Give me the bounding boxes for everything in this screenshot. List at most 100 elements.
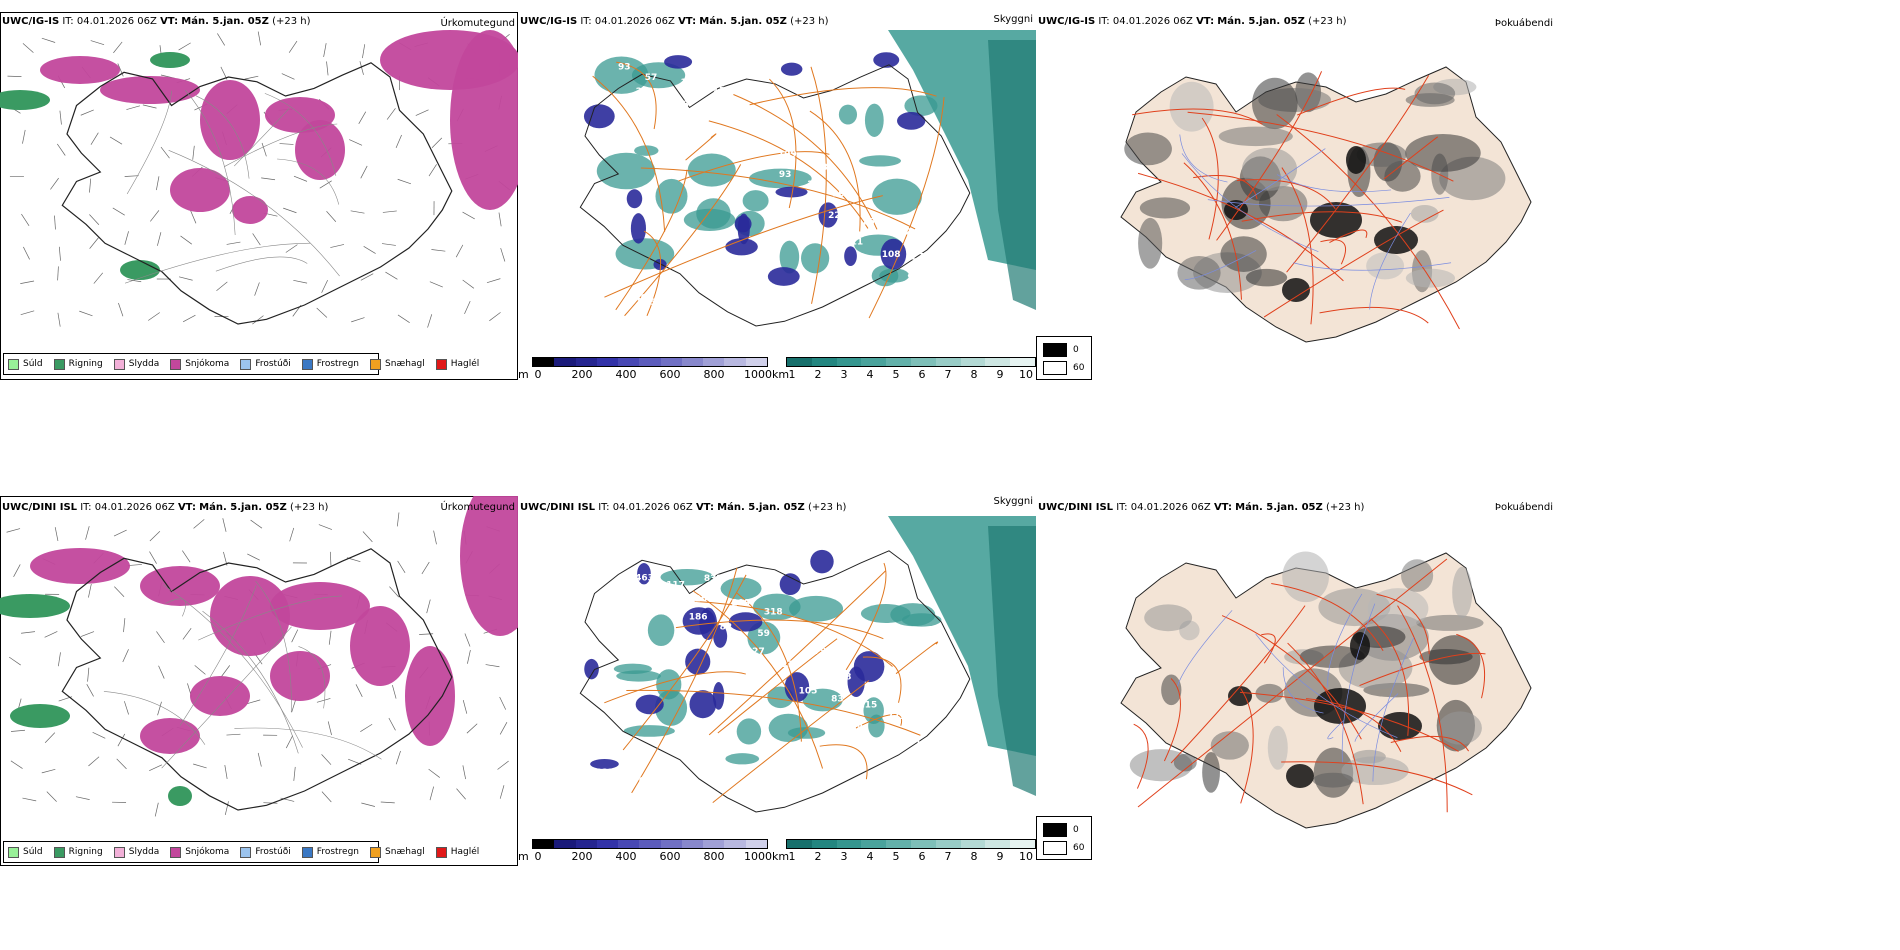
cloud-base-label: 225 (828, 211, 847, 221)
colorbar-tick: 6 (918, 368, 926, 380)
fog-shading (1144, 604, 1193, 632)
wind-barb (486, 278, 501, 283)
wind-barb (291, 698, 297, 713)
wind-barb (250, 519, 263, 529)
colorbar-bin-1 (554, 358, 576, 366)
road (1221, 615, 1362, 740)
wind-barb (123, 618, 126, 633)
legend-swatch (8, 846, 19, 858)
colorbar-bin-4 (618, 358, 640, 366)
wind-barb (428, 164, 437, 177)
road (1236, 179, 1336, 210)
wind-barb (222, 518, 227, 532)
legend-label: Frostúði (255, 847, 291, 857)
wind-barb (462, 700, 468, 714)
fog-shading (1267, 725, 1288, 770)
cloud-base-label: 226 (603, 749, 622, 759)
road (161, 626, 292, 769)
wind-barb (397, 314, 410, 323)
colorbar-unit: km (772, 368, 790, 380)
legend-label: Frostregn (316, 847, 360, 857)
coastline (61, 62, 453, 325)
wind-barb (499, 785, 505, 799)
low-visibility-area (904, 95, 938, 116)
coastline (61, 548, 453, 811)
snow-area (100, 76, 200, 104)
wind-barb (41, 37, 56, 43)
colorbar-ticks: 1 2 3 4 5 6 7 8 9 10 (786, 850, 1036, 864)
low-cloud-area (873, 52, 900, 68)
cloud-base-label: 125 (687, 128, 706, 138)
legend-label: Slydda (128, 847, 160, 857)
fog-core (1378, 712, 1422, 740)
road (1296, 87, 1406, 116)
wind-barb (462, 211, 475, 220)
wind-barb (89, 178, 92, 193)
low-visibility-area (736, 718, 762, 745)
wind-barb (247, 553, 260, 561)
fog-shading (1428, 635, 1481, 685)
fog-panel-2: UWC/DINI ISL IT: 04.01.2026 06Z VT: Mán.… (1036, 496, 1556, 866)
fog-legend-swatch-0 (1043, 823, 1067, 837)
road (1201, 117, 1219, 240)
wind-barb (58, 246, 61, 261)
fog-shading (1341, 756, 1409, 786)
snow-area (170, 168, 230, 212)
cloud-base-label: 112 (754, 146, 773, 156)
precip-legend: Súld Rigning Slydda Snjókoma Frostúði Frostre… (3, 353, 479, 375)
low-visibility-area (647, 614, 675, 647)
low-visibility-area (838, 104, 858, 125)
wind-barb (281, 73, 295, 80)
wind-barb (385, 271, 398, 280)
precip-type-panel-1: UWC/IG-IS IT: 04.01.2026 06Z VT: Mán. 5.… (0, 10, 518, 380)
cloud-base-label: 183 (670, 100, 689, 110)
wind-barb (118, 302, 124, 317)
cloud-base-label: 111 (844, 237, 863, 247)
fog-shading (1438, 711, 1482, 745)
road (819, 744, 868, 780)
wind-barb (217, 33, 226, 46)
river (1207, 197, 1450, 207)
wind-barb (116, 758, 127, 770)
colorbar-bin-8 (703, 358, 725, 366)
panel-title: Þokuábendi (1494, 18, 1553, 29)
wind-barb (289, 527, 295, 542)
wind-barb (381, 243, 396, 246)
wind-barb (263, 802, 278, 804)
panel-frame (0, 496, 518, 866)
wind-barb (431, 137, 443, 149)
colorbar-unit: m (518, 850, 529, 863)
wind-barb (261, 177, 276, 181)
fog-legend: 0 60 (1036, 336, 1092, 380)
wind-barb (124, 175, 139, 177)
colorbar-tick: 5 (892, 368, 900, 380)
snow-area (30, 548, 130, 584)
wind-barb (117, 63, 124, 77)
fog-shading (1366, 252, 1405, 280)
low-visibility-area (801, 243, 830, 274)
low-visibility-area (864, 103, 884, 137)
colorbar-bin-4 (618, 840, 640, 848)
legend-swatch (8, 358, 19, 370)
fog-legend-swatch-60 (1043, 361, 1067, 375)
visibility-map-1: 200 24 125 119 172 111 93 93 183 81 93 225 108 67 57 65… (579, 30, 1036, 327)
wind-barb (156, 631, 165, 644)
wind-barb (392, 684, 397, 699)
legend-swatch (435, 358, 447, 370)
wind-barb (226, 733, 241, 736)
rain-area (0, 90, 50, 110)
road (868, 97, 945, 319)
colorbar-tick: 0 (534, 368, 542, 380)
coastline (579, 550, 971, 813)
wind-barb (182, 627, 192, 640)
colorbar-ticks: 0 200 400 600 800 1000 (532, 850, 773, 864)
wind-barb (321, 279, 328, 293)
wind-barb (319, 180, 332, 189)
road (604, 195, 883, 298)
legend-label: Snjókoma (185, 847, 230, 857)
cloud-base-label: 113 (776, 660, 795, 670)
wind-barb (397, 178, 412, 185)
fog-legend-label-60: 60 (1073, 363, 1085, 373)
wind-barb (50, 177, 59, 190)
cloud-base-label: 172 (795, 200, 814, 210)
